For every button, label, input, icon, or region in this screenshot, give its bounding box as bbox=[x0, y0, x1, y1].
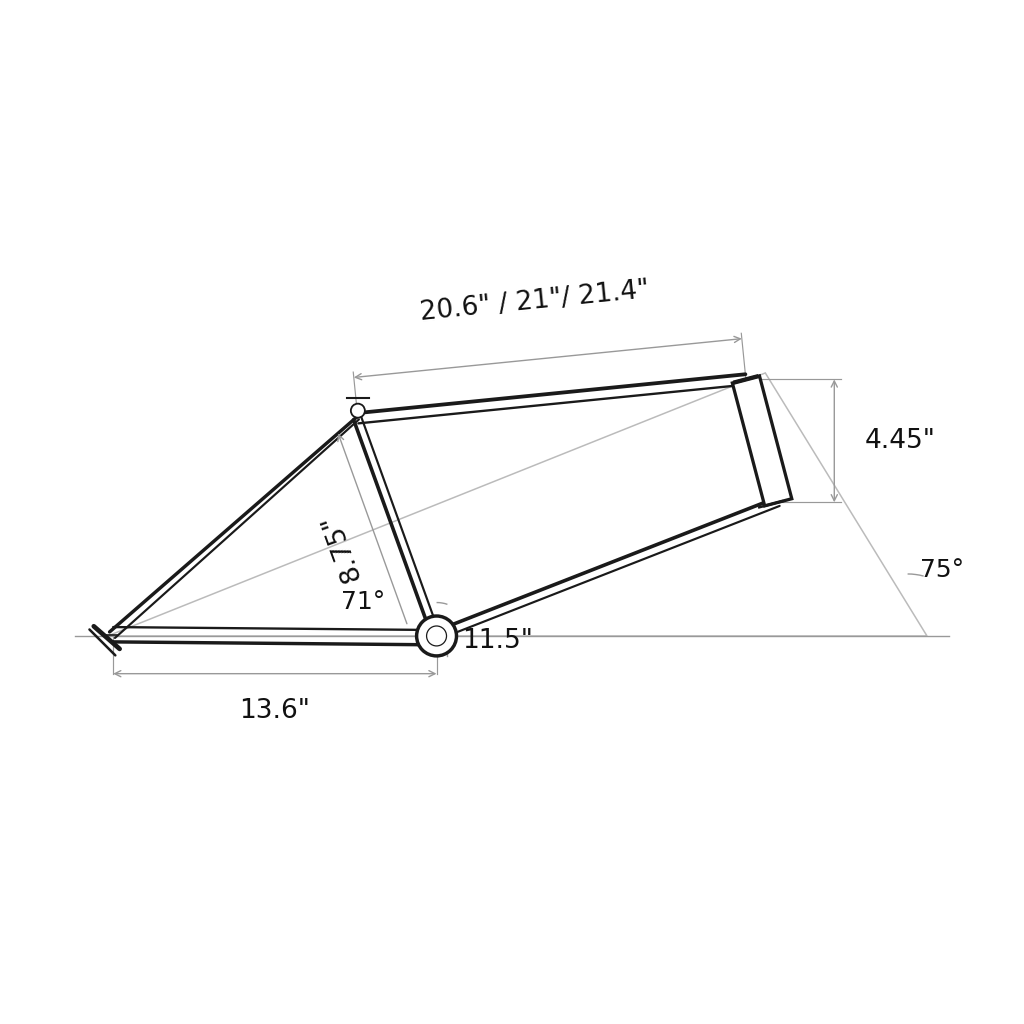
Circle shape bbox=[427, 626, 446, 646]
Text: 8.75": 8.75" bbox=[317, 510, 366, 585]
Text: 11.5": 11.5" bbox=[463, 629, 534, 654]
Circle shape bbox=[417, 616, 457, 656]
Text: 13.6": 13.6" bbox=[240, 698, 310, 724]
Text: 20.6" / 21"/ 21.4": 20.6" / 21"/ 21.4" bbox=[419, 276, 650, 326]
Polygon shape bbox=[732, 376, 792, 506]
Text: 71°: 71° bbox=[341, 591, 385, 614]
Text: 4.45": 4.45" bbox=[864, 428, 935, 454]
Text: 75°: 75° bbox=[920, 558, 965, 582]
Circle shape bbox=[351, 403, 365, 418]
